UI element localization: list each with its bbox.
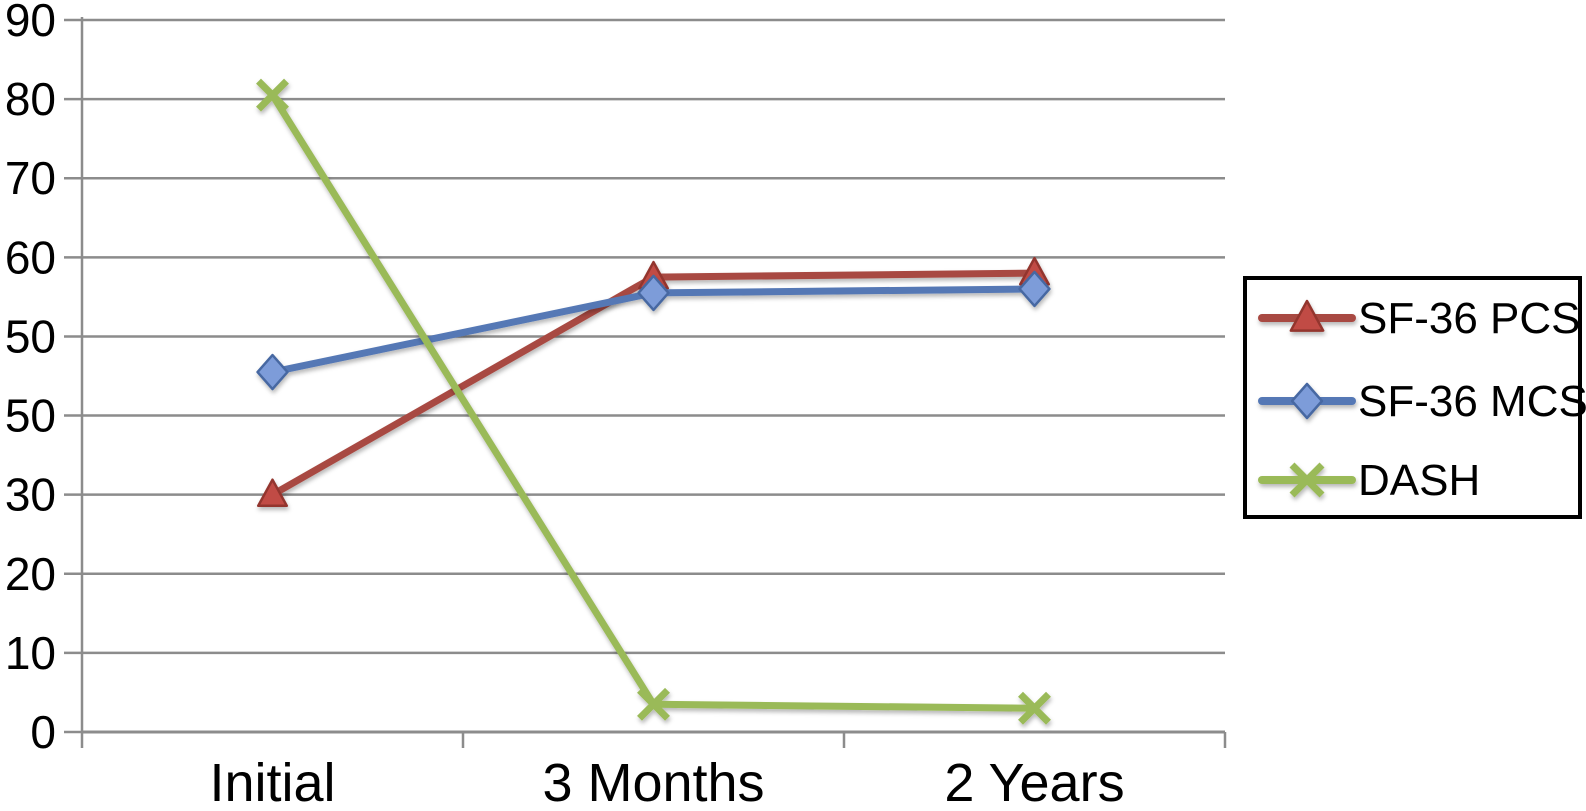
legend: SF-36 PCS SF-36 MCS DASH <box>1243 276 1586 519</box>
marker-x-stroke <box>637 687 670 721</box>
marker-x-stroke <box>256 78 289 112</box>
marker-x-stroke <box>1018 691 1051 725</box>
y-tick-label: 20 <box>5 548 56 600</box>
legend-label: DASH <box>1358 456 1480 505</box>
legend-item-sf-36-mcs: SF-36 MCS <box>1258 377 1586 426</box>
series-dash <box>256 78 1051 725</box>
y-tick-label: 10 <box>5 627 56 679</box>
marker-diamond <box>256 353 289 391</box>
marker-triangle <box>1289 299 1325 332</box>
marker-x-stroke <box>1289 462 1325 498</box>
y-tick-label: 70 <box>5 152 56 204</box>
legend-label: SF-36 PCS <box>1358 294 1581 343</box>
marker-diamond <box>637 274 670 312</box>
y-tick-label: 30 <box>5 469 56 521</box>
y-tick-label: 0 <box>30 706 56 758</box>
legend-label: SF-36 MCS <box>1358 377 1586 426</box>
series-line-dash <box>269 91 1038 712</box>
x-category-label: 3 Months <box>542 753 764 811</box>
y-tick-label: 50 <box>5 390 56 442</box>
legend-item-dash: DASH <box>1258 456 1480 505</box>
y-tick-label: 90 <box>5 0 56 46</box>
marker-triangle <box>257 478 288 508</box>
legend-swatch-dash <box>1258 462 1356 498</box>
x-category-label: Initial <box>209 753 335 811</box>
y-tick-label: 60 <box>5 231 56 283</box>
marker-diamond <box>1290 382 1324 420</box>
y-tick-label: 80 <box>5 73 56 125</box>
legend-swatch-sf-36-pcs <box>1258 299 1356 332</box>
x-category-label: 2 Years <box>944 753 1124 811</box>
legend-item-sf-36-pcs: SF-36 PCS <box>1258 294 1581 343</box>
legend-swatch-sf-36-mcs <box>1258 382 1356 420</box>
marker-diamond <box>1018 270 1051 308</box>
series-sf-36-mcs <box>256 270 1051 391</box>
y-tick-label: 50 <box>5 310 56 362</box>
